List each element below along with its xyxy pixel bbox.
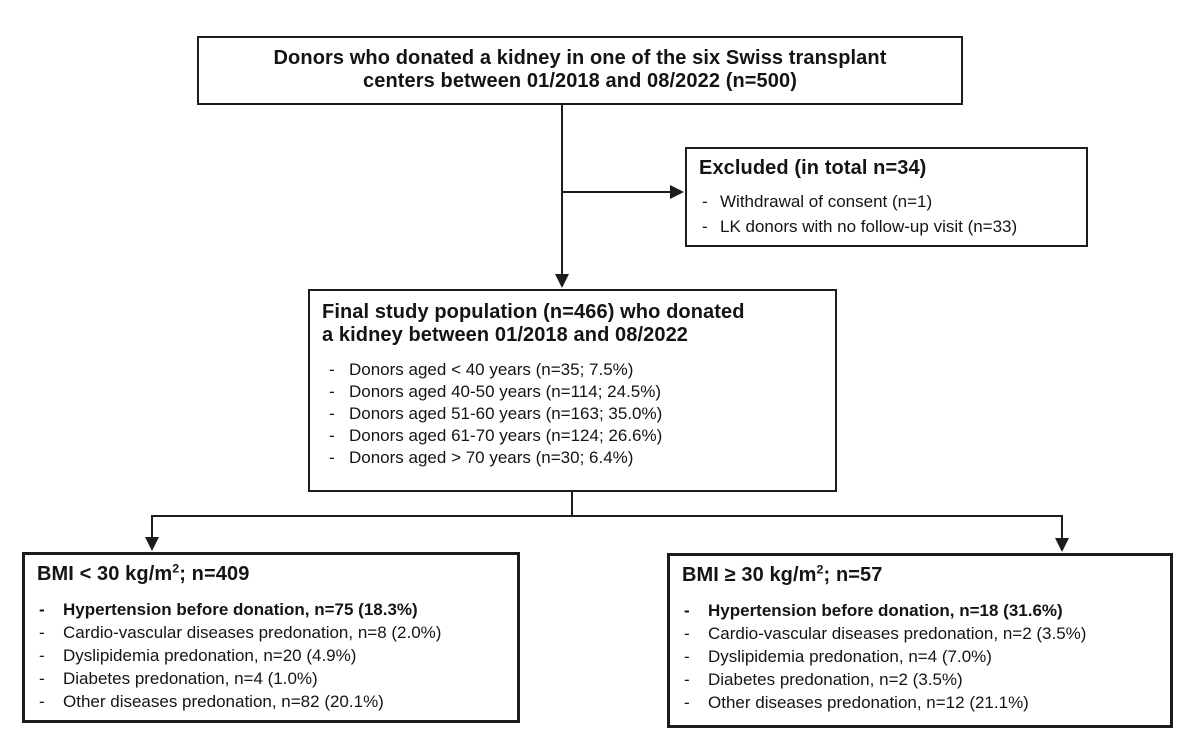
- list-item-text: Hypertension before donation, n=18 (31.6…: [708, 601, 1063, 620]
- bmi-high-title-suffix: ; n=57: [823, 564, 883, 586]
- bullet-dash: -: [39, 669, 45, 688]
- list-item: - Hypertension before donation, n=18 (31…: [682, 599, 1158, 622]
- bullet-dash: -: [39, 692, 45, 711]
- bullet-dash: -: [329, 426, 335, 445]
- bullet-dash: -: [39, 600, 45, 619]
- bullet-dash: -: [329, 382, 335, 401]
- bmi-low-items: - Hypertension before donation, n=75 (18…: [37, 598, 505, 713]
- list-item-text: Other diseases predonation, n=12 (21.1%): [708, 693, 1029, 712]
- bullet-dash: -: [329, 448, 335, 467]
- list-item-text: Diabetes predonation, n=4 (1.0%): [63, 669, 318, 688]
- excluded-items: - Withdrawal of consent (n=1) - LK donor…: [699, 189, 1074, 239]
- top-box-title-line1: Donors who donated a kidney in one of th…: [273, 47, 887, 69]
- list-item: - Diabetes predonation, n=2 (3.5%): [682, 668, 1158, 691]
- list-item: - Other diseases predonation, n=82 (20.1…: [37, 690, 505, 713]
- list-item: - Dyslipidemia predonation, n=20 (4.9%): [37, 644, 505, 667]
- list-item-text: Donors aged 61-70 years (n=124; 26.6%): [349, 426, 663, 445]
- list-item: - LK donors with no follow-up visit (n=3…: [699, 214, 1074, 239]
- arrowhead-down-final: [555, 274, 569, 288]
- final-items: - Donors aged < 40 years (n=35; 7.5%) - …: [322, 359, 823, 469]
- bmi-high-title-text: BMI ≥ 30 kg/m: [682, 564, 817, 586]
- list-item-text: Dyslipidemia predonation, n=4 (7.0%): [708, 647, 992, 666]
- bullet-dash: -: [684, 647, 690, 666]
- list-item: - Hypertension before donation, n=75 (18…: [37, 598, 505, 621]
- list-item-text: Donors aged 51-60 years (n=163; 35.0%): [349, 404, 663, 423]
- bmi-low-title-text: BMI < 30 kg/m: [37, 563, 173, 585]
- bullet-dash: -: [702, 192, 708, 211]
- arrowhead-down-bmi-low: [145, 537, 159, 551]
- final-population-box: Final study population (n=466) who donat…: [308, 289, 837, 492]
- bullet-dash: -: [39, 623, 45, 642]
- bullet-dash: -: [684, 670, 690, 689]
- bmi-high-box-title: BMI ≥ 30 kg/m2; n=57: [682, 562, 1158, 587]
- arrowhead-down-bmi-high: [1055, 538, 1069, 552]
- list-item: - Donors aged 51-60 years (n=163; 35.0%): [322, 403, 823, 425]
- top-box: Donors who donated a kidney in one of th…: [197, 36, 963, 105]
- final-box-title-line1: Final study population (n=466) who donat…: [322, 301, 745, 323]
- list-item: - Withdrawal of consent (n=1): [699, 189, 1074, 214]
- list-item-text: Donors aged > 70 years (n=30; 6.4%): [349, 448, 634, 467]
- excluded-box-title: Excluded (in total n=34): [699, 157, 927, 179]
- list-item: - Diabetes predonation, n=4 (1.0%): [37, 667, 505, 690]
- bmi-low-title-superscript: 2: [172, 561, 180, 576]
- list-item: - Donors aged > 70 years (n=30; 6.4%): [322, 447, 823, 469]
- bmi-low-title-suffix: ; n=409: [179, 563, 250, 585]
- list-item: - Cardio-vascular diseases predonation, …: [37, 621, 505, 644]
- bullet-dash: -: [684, 693, 690, 712]
- list-item: - Donors aged 40-50 years (n=114; 24.5%): [322, 381, 823, 403]
- bmi-high-box: BMI ≥ 30 kg/m2; n=57 - Hypertension befo…: [667, 553, 1173, 728]
- list-item-text: Donors aged 40-50 years (n=114; 24.5%): [349, 382, 662, 401]
- bmi-high-title-superscript: 2: [816, 562, 824, 577]
- final-box-title-line2: a kidney between 01/2018 and 08/2022: [322, 324, 689, 346]
- list-item-text: Donors aged < 40 years (n=35; 7.5%): [349, 360, 634, 379]
- list-item: - Cardio-vascular diseases predonation, …: [682, 622, 1158, 645]
- bullet-dash: -: [684, 624, 690, 643]
- bullet-dash: -: [702, 217, 708, 236]
- list-item-text: Other diseases predonation, n=82 (20.1%): [63, 692, 384, 711]
- list-item: - Dyslipidemia predonation, n=4 (7.0%): [682, 645, 1158, 668]
- list-item-text: Cardio-vascular diseases predonation, n=…: [708, 624, 1087, 643]
- list-item-text: Withdrawal of consent (n=1): [720, 192, 933, 211]
- top-box-title-line2: centers between 01/2018 and 08/2022 (n=5…: [363, 70, 797, 92]
- list-item-text: LK donors with no follow-up visit (n=33): [720, 217, 1018, 236]
- bullet-dash: -: [329, 404, 335, 423]
- list-item-text: Dyslipidemia predonation, n=20 (4.9%): [63, 646, 357, 665]
- bmi-low-box-title: BMI < 30 kg/m2; n=409: [37, 561, 505, 586]
- list-item-text: Diabetes predonation, n=2 (3.5%): [708, 670, 963, 689]
- bullet-dash: -: [329, 360, 335, 379]
- list-item: - Other diseases predonation, n=12 (21.1…: [682, 691, 1158, 714]
- arrowhead-right-excluded: [670, 185, 684, 199]
- bmi-high-items: - Hypertension before donation, n=18 (31…: [682, 599, 1158, 714]
- bullet-dash: -: [39, 646, 45, 665]
- bullet-dash: -: [684, 601, 690, 620]
- list-item: - Donors aged < 40 years (n=35; 7.5%): [322, 359, 823, 381]
- list-item: - Donors aged 61-70 years (n=124; 26.6%): [322, 425, 823, 447]
- list-item-text: Hypertension before donation, n=75 (18.3…: [63, 600, 418, 619]
- list-item-text: Cardio-vascular diseases predonation, n=…: [63, 623, 442, 642]
- bmi-low-box: BMI < 30 kg/m2; n=409 - Hypertension bef…: [22, 552, 520, 723]
- excluded-box: Excluded (in total n=34) - Withdrawal of…: [685, 147, 1088, 247]
